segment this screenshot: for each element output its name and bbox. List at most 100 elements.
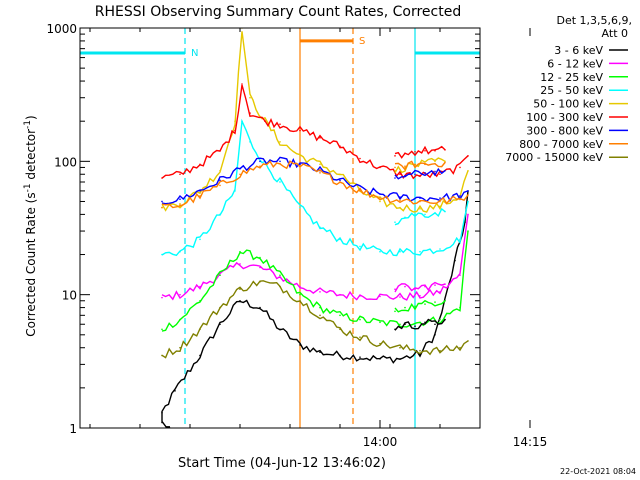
series-point xyxy=(259,160,261,163)
series-point xyxy=(394,155,396,157)
series-point xyxy=(464,221,466,223)
flag-label: N xyxy=(191,48,198,59)
series-line-3-6kev xyxy=(394,318,446,331)
series-point xyxy=(299,165,301,167)
series-point xyxy=(404,174,406,177)
series-point xyxy=(319,226,321,229)
y-tick-label: 10 xyxy=(62,289,77,303)
series-point xyxy=(459,274,461,276)
series-point xyxy=(279,328,281,331)
legend-label: 100 - 300 keV xyxy=(526,111,603,124)
series-point xyxy=(424,303,426,305)
series-line-6-12kev xyxy=(394,281,446,293)
series-point xyxy=(259,165,261,167)
series-point xyxy=(279,274,281,276)
series-point xyxy=(439,291,441,293)
series-point xyxy=(394,221,396,223)
series-point xyxy=(414,150,416,153)
series-point xyxy=(339,293,341,296)
series-point xyxy=(339,354,341,357)
y-axis-label-mid: detector xyxy=(24,129,38,184)
y-axis-label-sup2: -1 xyxy=(23,120,33,129)
series-point xyxy=(419,197,421,199)
series-point xyxy=(319,351,321,354)
series-point xyxy=(279,160,281,163)
series-point xyxy=(439,173,441,176)
series-point xyxy=(459,306,461,309)
series-point xyxy=(439,248,441,250)
series-point xyxy=(399,358,401,360)
series-point xyxy=(179,204,181,206)
series-point xyxy=(467,340,469,342)
series-point xyxy=(399,250,401,253)
series-point xyxy=(467,213,469,216)
y-axis-label-end: ) xyxy=(24,115,38,120)
series-point xyxy=(444,161,446,164)
series-point xyxy=(359,318,361,321)
y-axis-label-sup1: -1 xyxy=(23,183,33,192)
series-point xyxy=(414,173,416,176)
series-point xyxy=(359,190,361,192)
series-point xyxy=(424,285,426,288)
series-point xyxy=(414,163,416,166)
series-point xyxy=(467,190,469,192)
series-point xyxy=(399,296,401,298)
series-point xyxy=(424,172,426,174)
series-point xyxy=(161,296,163,299)
series-point xyxy=(219,149,221,152)
series-point xyxy=(161,177,163,179)
series-point xyxy=(259,306,261,309)
series-point xyxy=(161,206,163,209)
series-point xyxy=(414,288,416,290)
series-point xyxy=(179,293,181,296)
series-point xyxy=(259,266,261,269)
series-point xyxy=(241,83,243,85)
series-point xyxy=(434,162,436,165)
series-point xyxy=(239,250,241,253)
series-point xyxy=(444,299,446,302)
series-line-100-300kev xyxy=(394,145,446,159)
series-point xyxy=(404,306,406,309)
series-point xyxy=(359,245,361,248)
series-point xyxy=(379,295,381,298)
series-point xyxy=(199,238,201,241)
legend-label: 7000 - 15000 keV xyxy=(505,151,603,164)
series-point xyxy=(379,166,381,169)
series-point xyxy=(419,295,421,297)
series-point xyxy=(434,323,436,326)
series-point xyxy=(419,208,421,210)
series-point xyxy=(459,166,461,169)
series-point xyxy=(379,200,381,203)
series-point xyxy=(379,342,381,345)
series-point xyxy=(199,163,201,166)
series-point xyxy=(219,306,221,309)
y-axis-label: Corrected Count Rate (s-1 detector-1) xyxy=(23,115,38,336)
series-line-100-300kev xyxy=(161,84,469,180)
series-line-25-50kev xyxy=(394,207,446,226)
y-axis: 1 10 100 1000 xyxy=(46,22,480,436)
series-point xyxy=(467,155,469,157)
series-point xyxy=(467,194,469,196)
series-point xyxy=(299,206,301,209)
series-point xyxy=(319,291,321,293)
series-point xyxy=(259,256,261,259)
y-tick-label: 1000 xyxy=(46,22,77,36)
series-point xyxy=(414,305,416,307)
series-point xyxy=(419,250,421,253)
series-point xyxy=(161,328,163,331)
series-point xyxy=(404,216,406,219)
legend-header-line1: Det 1,3,5,6,9, xyxy=(556,14,632,27)
series-point xyxy=(379,321,381,324)
series-point xyxy=(379,358,381,360)
series-point xyxy=(339,179,341,182)
series-point xyxy=(199,195,201,197)
legend-label: 300 - 800 keV xyxy=(526,124,603,137)
series-point xyxy=(444,160,446,163)
series-point xyxy=(339,314,341,317)
series-point xyxy=(404,152,406,155)
series-point xyxy=(249,112,251,114)
series-point xyxy=(179,346,181,349)
series-point xyxy=(239,263,241,265)
series-point xyxy=(234,190,236,192)
